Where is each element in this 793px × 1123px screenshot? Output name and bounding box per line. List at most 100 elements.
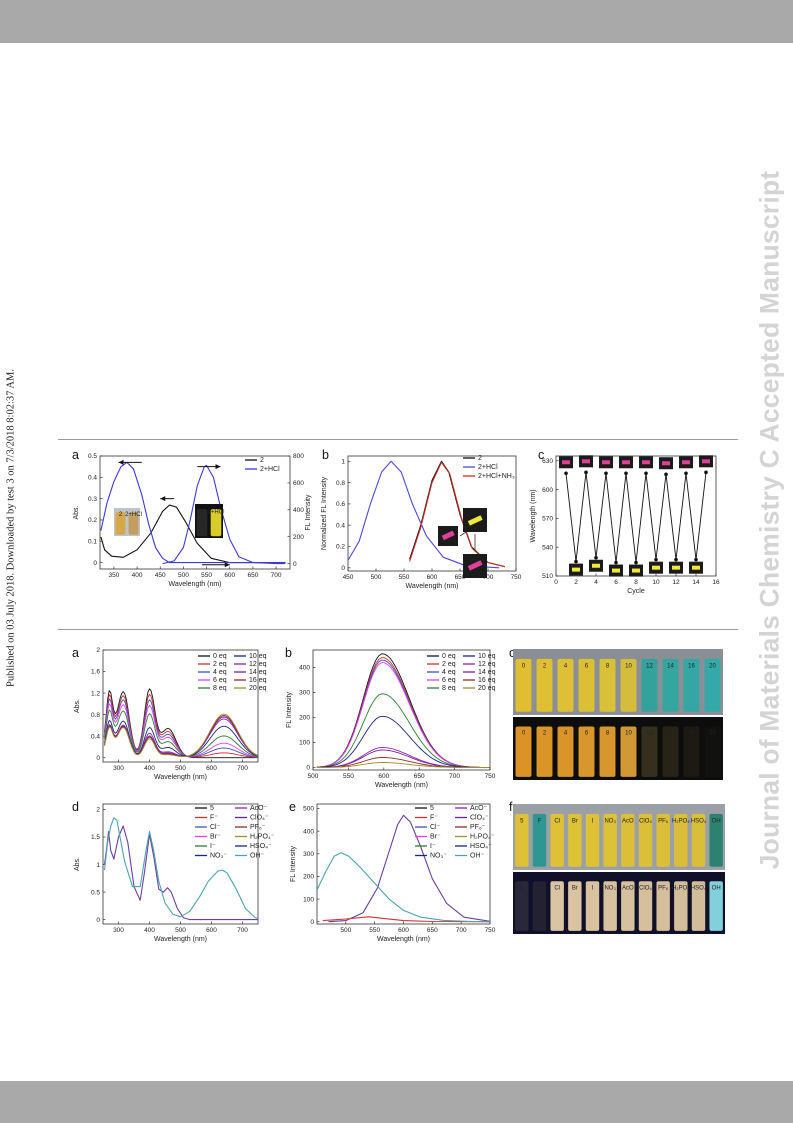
legend-label: F⁻ (210, 815, 218, 822)
y-tick-label: 1.5 (91, 834, 100, 841)
data-point (584, 470, 588, 475)
panel-label-b: b (322, 448, 329, 462)
photo-c-bottom-vial-label: 12 (646, 731, 653, 737)
series-line (316, 662, 490, 768)
photo-c-top-vial-label: 2 (543, 663, 547, 669)
y-tick-label: 2 (96, 647, 100, 654)
figure2-panel-f: f 5 F Cl Br I NO₃ AcO ClO₄ PF₆ H₂PO₄ HSO₄ OH 5 F Cl Br I… (505, 796, 730, 941)
y-tick-label: 100 (303, 896, 314, 903)
legend-label: OH⁻ (470, 853, 485, 860)
figure2-c-svg: c 0 2 4 6 8 10 12 14 16 20 0 2 4 6 8 10 12 14 16 20 (509, 646, 723, 780)
y-axis-label: Normalized FL Intensity (321, 476, 328, 550)
plot-frame (99, 455, 291, 570)
legend-label: 20 eq (249, 685, 267, 692)
y-tick-label: 200 (299, 715, 310, 722)
arrow-head (160, 496, 166, 502)
inset-sample-bottom-glow (467, 560, 483, 571)
photo-f-top-vial (532, 813, 547, 867)
photo-f-bottom-vial-label: NO₃ (604, 885, 616, 891)
photo-f-top-vial (656, 813, 670, 867)
y-tick-label: 0 (341, 565, 345, 572)
photo-c-top-vial-label: 20 (709, 663, 716, 669)
legend-label: F⁻ (430, 815, 438, 822)
photo-f-top-vial (515, 813, 529, 867)
x-axis-label: Wavelength (nm) (154, 774, 207, 781)
photo-c-top-vial-label: 10 (625, 663, 632, 669)
panel-label-c: c (538, 448, 544, 462)
photo-f-top-vial-label: Cl (554, 818, 560, 824)
legend-label: 4 eq (442, 669, 456, 676)
legend-label: NO₃⁻ (430, 853, 447, 860)
legend-label: OH⁻ (250, 853, 265, 860)
y-tick-label: 540 (542, 544, 553, 551)
x-tick-label: 700 (271, 572, 282, 579)
photo-c-top-vial (536, 658, 553, 712)
x-tick-label: 400 (144, 927, 155, 934)
x-axis-label: Wavelength (nm) (405, 583, 458, 590)
photo-f-top-vial (709, 813, 723, 867)
legend-label: 2 (478, 455, 482, 462)
y-tick-label: 0.5 (88, 453, 97, 460)
legend-label: ClO₄⁻ (470, 815, 489, 822)
x-tick-label: 350 (108, 572, 119, 579)
x-tick-label: 500 (175, 765, 186, 772)
figure1-b-svg: b 450 500 550 600 650 700 750 0 0.2 0.4 0.6 0.8 1 Wav… (321, 448, 522, 590)
y-tick-label: 1 (96, 862, 100, 869)
legend-label: 2+HCl (260, 466, 280, 473)
x-tick-label: 550 (369, 927, 380, 934)
photo-f-top-vial (550, 813, 564, 867)
legend-label: AcO⁻ (470, 805, 488, 812)
x-tick-label: 4 (594, 579, 598, 586)
legend-label: H₂PO₄⁻ (470, 834, 495, 841)
x-axis-label: Wavelength (nm) (168, 581, 221, 588)
photo-f-top-vial-label: NO₃ (604, 818, 616, 824)
panel-label-c: c (509, 646, 515, 660)
legend-label: PF₆⁻ (470, 824, 486, 831)
inset-left-vial-label: 2+HCl (125, 512, 142, 518)
x-tick-label: 700 (237, 927, 248, 934)
photo-c-top-vial-label: 6 (585, 663, 589, 669)
header-band (0, 0, 793, 43)
inset-sample-left-glow (441, 530, 455, 541)
y-tick-label: 300 (299, 690, 310, 697)
photo-c-top-vial (704, 658, 721, 712)
x-tick-label: 750 (511, 574, 522, 581)
series-line (565, 471, 707, 564)
photo-f-top-vial (585, 813, 600, 867)
legend-label: 14 eq (249, 669, 267, 676)
photo-f-bottom-vial (550, 881, 564, 931)
photo-f-top-vial (568, 813, 582, 867)
legend-label: AcO⁻ (250, 805, 268, 812)
photo-f-top-vial-label: PF₆ (658, 818, 669, 824)
photo-f-top-vial (621, 813, 635, 867)
photo-f-bottom-vial-label: HSO₄ (691, 885, 707, 891)
photo-f-top-vial-label: Br (572, 818, 578, 824)
y-tick-label: 1 (341, 459, 345, 466)
x-tick-label: 6 (614, 579, 618, 586)
photo-c-top-vial-label: 16 (688, 663, 695, 669)
photo-f-bottom-vial (515, 881, 529, 931)
figure1-panel-a: a 350 400 450 500 550 600 650 700 0 0.1 0.2 0.3 0.4 0… (70, 446, 325, 596)
y-tick-label: 630 (542, 458, 553, 465)
photo-f-bottom-vial (532, 881, 547, 931)
y-tick-label: 570 (542, 516, 553, 523)
y-tick-label: 0.4 (336, 522, 345, 529)
y-tick-label: 100 (299, 740, 310, 747)
y-tick-label: 0.8 (336, 480, 345, 487)
y-tick-label: 0.4 (88, 475, 97, 482)
series-line (316, 659, 490, 768)
photo-c-top-vial-label: 12 (646, 663, 653, 669)
photo-f-top-photo (513, 804, 725, 870)
panel-label-a: a (72, 646, 79, 660)
x-tick-label: 16 (712, 579, 720, 586)
legend-label: 8 eq (442, 685, 456, 692)
photo-f-bottom-vial (656, 881, 670, 931)
y-axis-label: Abs. (74, 857, 81, 871)
photo-c-top-vial-label: 8 (606, 663, 610, 669)
x-tick-label: 300 (113, 927, 124, 934)
legend-label: 10 eq (478, 653, 496, 660)
x-tick-label: 600 (224, 572, 235, 579)
figure2-d-svg: d 300 400 500 600 700 0 0.5 1 1.5 2 Wavelength (nm… (72, 800, 275, 943)
state-photo-glow (572, 567, 580, 572)
photo-c-bottom-vial-label: 20 (709, 731, 716, 737)
